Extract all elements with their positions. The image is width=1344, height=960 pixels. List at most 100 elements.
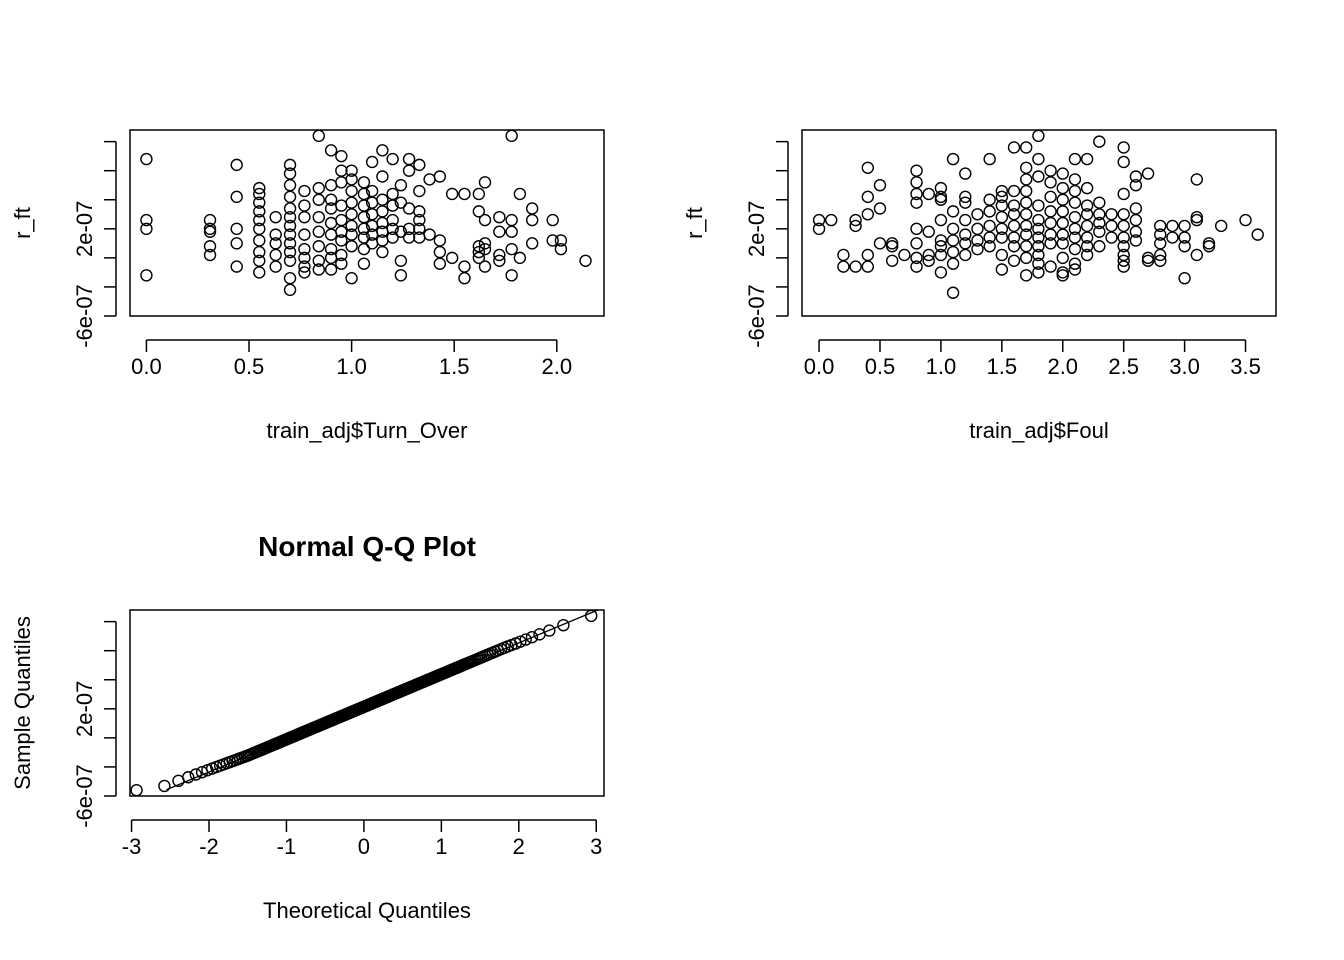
data-point: [922, 225, 935, 238]
data-point: [1056, 205, 1069, 218]
x-tick-label: 2: [513, 834, 525, 859]
data-point: [910, 196, 923, 209]
data-point: [959, 190, 972, 204]
data-point: [1032, 129, 1045, 143]
data-point: [971, 234, 984, 247]
data-point: [885, 240, 899, 253]
data-point: [959, 248, 972, 262]
data-point: [1032, 248, 1045, 262]
data-point: [298, 260, 311, 273]
data-point: [585, 609, 598, 623]
data-point: [812, 222, 826, 236]
data-point: [995, 184, 1009, 198]
data-point: [959, 196, 972, 209]
data-point: [413, 158, 426, 172]
data-point: [1032, 170, 1045, 183]
data-point: [365, 155, 379, 169]
data-point: [402, 231, 416, 244]
data-point: [458, 187, 471, 201]
x-tick-label: 1: [435, 834, 447, 859]
data-point: [1129, 213, 1143, 227]
data-point: [946, 286, 960, 299]
data-point: [1117, 219, 1130, 233]
data-point: [837, 248, 850, 262]
data-point: [505, 269, 518, 282]
data-point: [283, 202, 297, 215]
data-point: [312, 181, 325, 195]
data-point: [298, 210, 311, 224]
x-axis: 0.0 0.5 1.0 1.5 2.0: [131, 339, 572, 379]
data-point: [458, 272, 471, 285]
data-point: [1068, 242, 1082, 256]
data-point: [519, 633, 532, 646]
data-point: [1068, 196, 1082, 209]
data-point: [335, 234, 348, 247]
data-point: [312, 254, 325, 267]
data-point: [513, 187, 527, 201]
data-point: [1154, 248, 1167, 262]
data-point: [946, 245, 960, 259]
y-axis-title: Sample Quantiles: [10, 616, 35, 790]
data-point: [402, 222, 416, 236]
data-point: [1020, 240, 1033, 253]
data-point: [995, 210, 1009, 224]
plot-frame: [129, 609, 605, 797]
data-point: [1190, 213, 1203, 227]
x-tick-label: -1: [277, 834, 297, 859]
data-point: [554, 234, 568, 247]
data-point: [1056, 269, 1069, 282]
data-point: [1105, 231, 1118, 244]
data-point: [1117, 208, 1130, 221]
data-point: [543, 624, 556, 637]
data-point: [1007, 219, 1021, 233]
data-point: [1166, 231, 1179, 244]
data-point: [910, 222, 923, 236]
foul-scatter-panel: 0.0 0.5 1.0 1.5 2.0 2.5 3.0 3.5 -6e-07 2e-07 tra…: [682, 129, 1277, 443]
data-point: [423, 228, 436, 241]
y-tick-label: -6e-07: [72, 764, 97, 828]
data-point: [1032, 231, 1045, 244]
data-point: [402, 152, 416, 166]
data-point: [413, 222, 426, 236]
data-point: [554, 242, 568, 256]
data-point: [335, 257, 348, 270]
data-point: [298, 228, 311, 241]
data-point: [525, 213, 539, 227]
data-point: [934, 240, 948, 253]
data-point: [1129, 202, 1143, 215]
data-point: [1093, 225, 1106, 238]
data-point: [946, 257, 960, 270]
data-point: [910, 176, 923, 189]
x-tick-label: 3: [590, 834, 602, 859]
data-point: [394, 254, 408, 267]
data-point: [269, 210, 282, 224]
data-point: [283, 190, 297, 204]
data-point: [1093, 196, 1106, 209]
data-point: [1044, 205, 1057, 218]
data-point: [1239, 213, 1252, 227]
data-point: [445, 187, 459, 201]
data-point: [1068, 257, 1082, 270]
x-tick-label: 0: [358, 834, 370, 859]
data-point: [546, 234, 559, 247]
y-tick-label: 2e-07: [744, 201, 769, 257]
data-point: [1117, 231, 1130, 244]
data-point: [253, 234, 266, 247]
data-point: [433, 245, 447, 259]
data-point: [312, 263, 325, 276]
data-point: [324, 228, 338, 241]
data-point: [345, 184, 358, 198]
data-point: [423, 173, 436, 186]
data-point: [1032, 240, 1045, 253]
data-point: [1007, 254, 1021, 267]
data-point: [283, 283, 297, 297]
data-point: [413, 205, 426, 218]
data-point: [1032, 199, 1045, 212]
data-point: [312, 129, 325, 143]
data-point: [910, 164, 923, 177]
data-point: [298, 242, 311, 256]
data-point: [885, 237, 899, 250]
data-point: [546, 213, 559, 227]
data-point: [861, 190, 874, 204]
